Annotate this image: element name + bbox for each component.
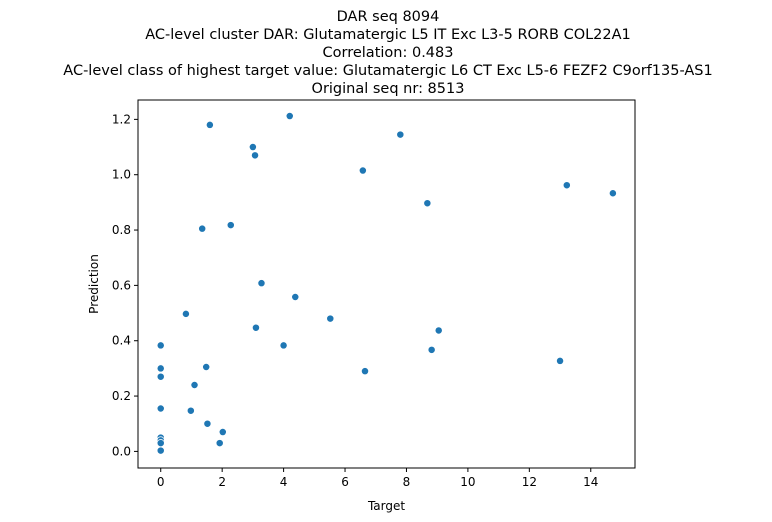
data-point: [423, 199, 432, 208]
data-point: [608, 189, 617, 198]
data-point: [156, 372, 165, 381]
y-tick-label: 1.0: [112, 168, 131, 182]
data-point: [205, 120, 214, 129]
x-tick-label: 0: [157, 475, 165, 489]
data-point: [427, 345, 436, 354]
data-point: [218, 428, 227, 436]
data-point: [326, 314, 335, 323]
data-point: [252, 323, 260, 332]
data-point: [186, 406, 195, 415]
data-point: [279, 341, 288, 350]
x-axis-label: Target: [367, 499, 405, 513]
data-point: [190, 381, 199, 389]
data-point: [562, 181, 571, 190]
data-point: [156, 404, 165, 413]
x-tick-label: 8: [403, 475, 411, 489]
data-point: [156, 439, 165, 448]
x-axis-ticks: 0 2 4 6 8 10 12 14: [157, 468, 598, 489]
y-tick-label: 0.0: [112, 444, 131, 458]
x-tick-label: 6: [341, 475, 349, 489]
y-tick-label: 0.4: [112, 334, 131, 348]
data-point: [181, 309, 190, 318]
data-point: [198, 224, 207, 233]
y-axis-label: Prediction: [87, 254, 101, 314]
plot-frame: [137, 99, 636, 469]
title-line-2: AC-level cluster DAR: Glutamatergic L5 I…: [145, 27, 631, 43]
title-line-4: AC-level class of highest target value: …: [63, 63, 712, 79]
y-tick-label: 0.2: [112, 389, 131, 403]
data-point: [291, 293, 300, 301]
data-point: [156, 446, 165, 455]
plot-area: [138, 100, 635, 468]
data-point: [156, 364, 165, 373]
data-point: [248, 143, 257, 151]
data-point: [361, 367, 369, 376]
y-axis-ticks: 0.0 0.2 0.4 0.6 0.8 1.0 1.2: [112, 112, 138, 458]
title-line-5: Original seq nr: 8513: [312, 81, 465, 97]
y-tick-label: 1.2: [112, 112, 131, 126]
data-point: [251, 151, 259, 160]
data-points: [156, 112, 617, 455]
data-point: [396, 130, 405, 139]
data-point: [203, 419, 212, 428]
data-point: [434, 326, 443, 335]
chart-title: DAR seq 8094 AC-level cluster DAR: Gluta…: [63, 9, 712, 97]
x-tick-label: 2: [218, 475, 226, 489]
data-point: [556, 356, 565, 365]
data-point: [358, 166, 367, 175]
data-point: [202, 363, 211, 371]
data-point: [285, 112, 294, 120]
data-point: [257, 279, 266, 288]
data-point: [226, 221, 235, 230]
x-tick-label: 12: [522, 475, 537, 489]
x-tick-label: 14: [583, 475, 598, 489]
y-tick-label: 0.6: [112, 278, 131, 292]
data-point: [156, 341, 165, 350]
title-line-3: Correlation: 0.483: [323, 45, 454, 61]
x-tick-label: 4: [280, 475, 288, 489]
y-tick-label: 0.8: [112, 223, 131, 237]
title-line-1: DAR seq 8094: [337, 9, 440, 25]
data-point: [215, 439, 224, 448]
x-tick-label: 10: [460, 475, 475, 489]
